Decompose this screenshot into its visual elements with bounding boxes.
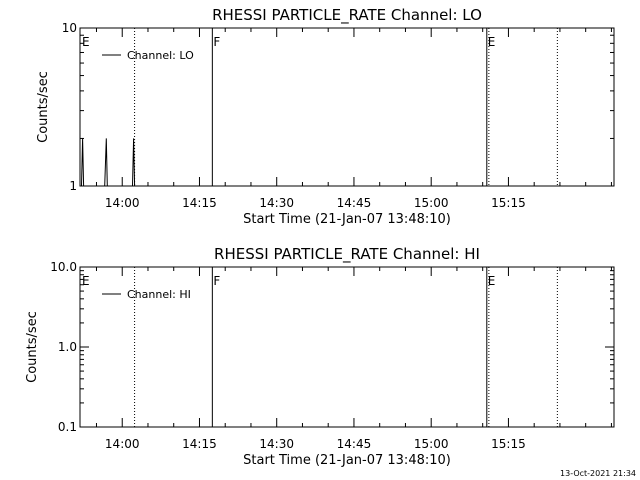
y-tick-label: 1.0 — [58, 340, 77, 354]
y-axis-label: Counts/sec — [36, 71, 51, 143]
x-axis-label: Start Time (21-Jan-07 13:48:10) — [243, 453, 451, 468]
y-tick-label: 0.1 — [58, 420, 77, 434]
x-tick-label: 15:15 — [491, 196, 526, 210]
chart-title: RHESSI PARTICLE_RATE Channel: HI — [214, 245, 480, 264]
x-tick-label: 15:00 — [414, 437, 449, 451]
x-tick-label: 14:00 — [105, 437, 140, 451]
y-tick-label: 10.0 — [50, 260, 77, 274]
x-tick-label: 14:00 — [105, 196, 140, 210]
event-marker-label: E — [82, 274, 90, 288]
event-marker-label: E — [82, 35, 90, 49]
legend-label: Channel: HI — [127, 288, 191, 301]
x-axis-label: Start Time (21-Jan-07 13:48:10) — [243, 212, 451, 227]
x-tick-label: 14:30 — [259, 437, 294, 451]
y-tick-label: 1 — [69, 179, 77, 193]
x-tick-label: 14:45 — [337, 437, 372, 451]
chart-panel-2 — [79, 266, 615, 428]
x-tick-label: 14:45 — [337, 196, 372, 210]
series-line — [80, 138, 136, 187]
event-marker-label: F — [213, 274, 220, 288]
y-axis-label: Counts/sec — [25, 311, 40, 383]
plot-frame — [79, 27, 615, 187]
x-tick-label: 14:15 — [182, 437, 217, 451]
x-tick-label: 14:30 — [259, 196, 294, 210]
footer-timestamp: 13-Oct-2021 21:34 — [560, 469, 636, 478]
x-tick-label: 14:15 — [182, 196, 217, 210]
chart-title: RHESSI PARTICLE_RATE Channel: LO — [212, 6, 482, 25]
event-marker-label: E — [488, 274, 496, 288]
chart-panel-1 — [79, 27, 615, 187]
event-marker-label: E — [488, 35, 496, 49]
x-tick-label: 15:15 — [491, 437, 526, 451]
legend-label: Channel: LO — [127, 49, 194, 62]
event-marker-label: F — [213, 35, 220, 49]
x-tick-label: 15:00 — [414, 196, 449, 210]
y-tick-label: 10 — [62, 21, 77, 35]
